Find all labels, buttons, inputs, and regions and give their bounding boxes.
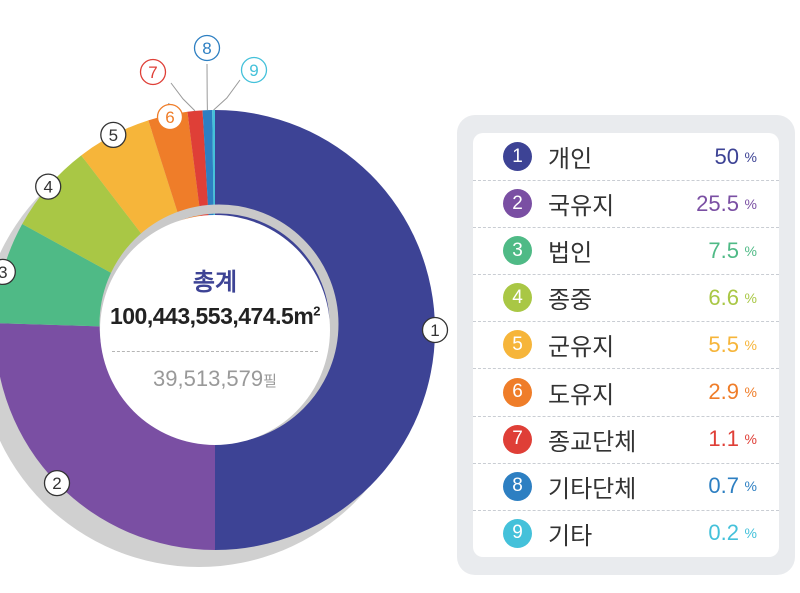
legend-percent-sign: % [744,478,757,495]
legend-item-6: 6 도유지 2.9% [473,369,779,417]
legend-number-badge: 7 [503,424,532,454]
slice-callout-8: 8 [193,34,221,111]
slice-callout-4: 4 [35,173,62,200]
legend-number-badge: 3 [503,236,532,266]
slice-callout-1: 1 [421,316,449,344]
slice-callout-9: 9 [213,56,268,111]
parcel-count-value: 39,513,579 [153,366,264,391]
legend-value: 50 [714,143,739,169]
legend-percent-sign: % [744,289,757,306]
legend-percent-sign: % [744,242,757,259]
center-divider [112,351,318,352]
legend-item-8: 8 기타단체 0.7% [473,463,779,511]
legend-value: 5.5 [708,331,739,357]
total-title: 총계 [192,268,238,296]
legend-value: 1.1 [708,426,739,452]
legend-item-1: 1 개인 50% [473,133,779,181]
callout-number-6: 6 [165,108,174,127]
legend-panel: 1 개인 50% 2 국유지 25.5% 3 법인 7.5% 4 종중 6.6% 5 군유지 5.5% 6 도유… [457,115,795,575]
legend-label: 도유지 [548,380,615,409]
slice-callout-7: 7 [139,58,196,112]
total-area-unit-exponent: 2 [313,303,321,319]
legend-label: 기타 [548,521,593,550]
legend-label: 종중 [548,286,593,315]
legend-percent-sign: % [744,148,757,165]
callout-badge-1 [421,316,449,344]
legend-value: 6.6 [708,284,739,310]
callout-leader-9 [213,79,241,111]
legend-value: 2.9 [708,379,739,404]
legend-percent-sign: % [744,195,757,212]
legend-item-7: 7 종교단체 1.1% [473,416,779,464]
legend-label: 국유지 [548,192,615,221]
slice-callouts: 1 2 3 4 5 6 7 8 9 [0,34,449,497]
callout-number-4: 4 [43,178,52,197]
callout-badge-5 [100,121,127,149]
legend-number-badge: 9 [503,518,532,548]
callout-number-3: 3 [0,263,8,282]
legend-item-5: 5 군유지 5.5% [473,321,779,370]
total-area: 100,443,553,474.5m2 [100,303,330,330]
callout-badge-3 [0,258,16,286]
legend-number-badge: 4 [503,283,532,313]
legend-label: 개인 [548,145,593,173]
total-area-unit: m [293,303,314,329]
legend-percent-sign: % [744,336,757,353]
legend-item-3: 3 법인 7.5% [473,227,779,276]
legend-value: 0.7 [708,473,739,499]
callout-number-2: 2 [52,474,61,493]
legend-number-badge: 6 [503,377,532,407]
legend-label: 군유지 [548,333,615,362]
callout-number-7: 7 [148,63,157,82]
callout-badge-9 [240,56,268,84]
callout-badge-7 [139,58,167,86]
callout-number-1: 1 [430,321,439,340]
legend-label: 법인 [548,239,593,268]
callout-badge-4 [35,173,62,200]
legend-item-2: 2 국유지 25.5% [473,180,779,229]
legend-value: 7.5 [708,237,739,263]
callout-number-5: 5 [109,126,118,145]
legend-percent-sign: % [744,431,757,448]
slice-callout-3: 3 [0,258,16,286]
legend-number-badge: 2 [503,189,532,219]
legend-label: 기타단체 [548,474,637,503]
legend-item-9: 9 기타 0.2% [473,510,779,557]
legend-number-badge: 8 [503,471,532,501]
callout-number-8: 8 [202,39,211,58]
parcel-count: 39,513,579필 [115,366,315,392]
slice-callout-2: 2 [43,469,71,497]
callout-number-9: 9 [249,61,258,80]
donut-hole [100,215,330,445]
legend-list: 1 개인 50% 2 국유지 25.5% 3 법인 7.5% 4 종중 6.6% 5 군유지 5.5% 6 도유… [473,133,779,557]
slice-callout-6: 6 [156,103,184,131]
slice-callout-5: 5 [100,121,127,149]
legend-number-badge: 1 [503,142,532,171]
callout-badge-8 [193,34,221,62]
legend-item-4: 4 종중 6.6% [473,274,779,323]
total-area-value: 100,443,553,474.5 [109,303,294,329]
callout-leader-7 [170,82,196,112]
legend-value: 0.2 [708,520,739,546]
callout-badge-6 [156,103,184,131]
legend-number-badge: 5 [503,330,532,360]
legend-percent-sign: % [744,384,757,400]
legend-value: 25.5 [696,190,739,216]
parcel-count-unit: 필 [263,372,277,390]
legend-percent-sign: % [744,525,757,542]
legend-label: 종교단체 [548,427,637,456]
callout-badge-2 [43,469,71,497]
